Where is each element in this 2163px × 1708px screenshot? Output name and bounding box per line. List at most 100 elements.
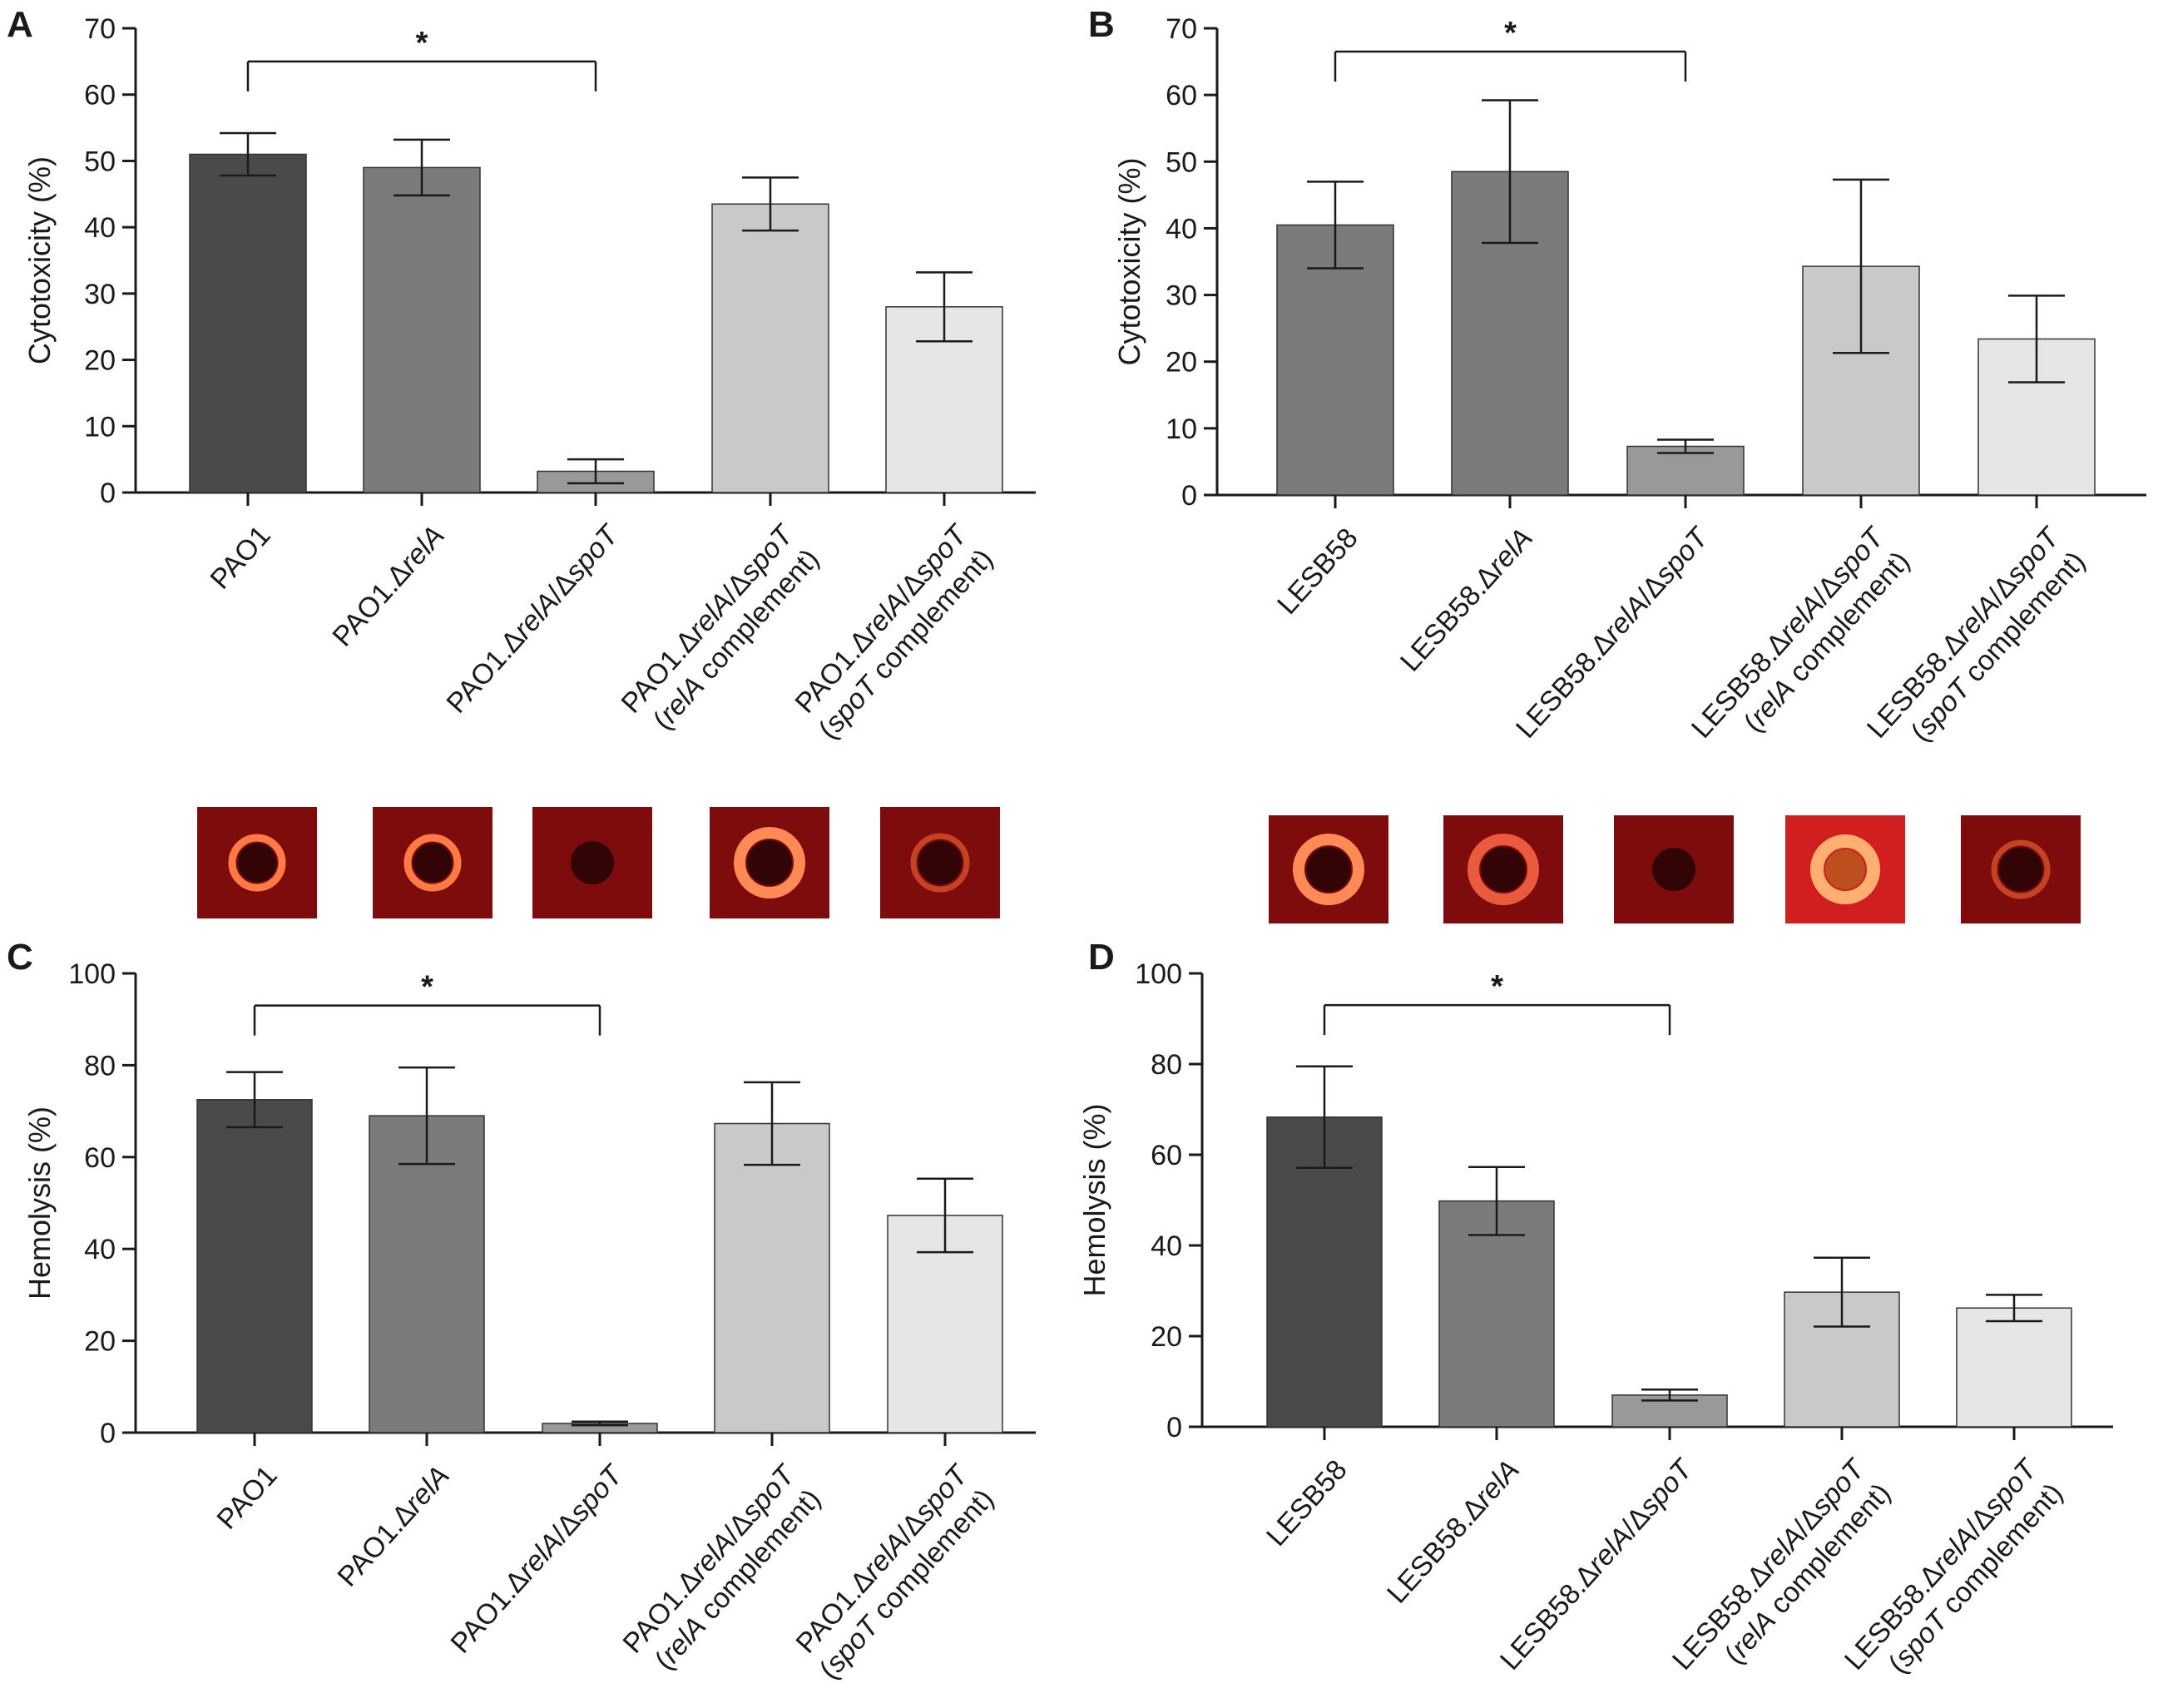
y-tick-label: 20: [1151, 1321, 1182, 1353]
y-tick-label: 40: [1166, 213, 1197, 245]
category-label: LESB58.ΔrelA: [1381, 1454, 1526, 1610]
hemolysis-halo: [910, 833, 970, 893]
y-tick-label: 20: [84, 1326, 116, 1358]
x-tick-label: PAO1.ΔrelA/ΔspoT: [444, 1458, 630, 1660]
y-tick-label: 70: [1166, 13, 1197, 45]
bar: [369, 1115, 485, 1433]
significance-star: *: [1504, 16, 1517, 51]
y-tick-label: 50: [1166, 146, 1197, 178]
category-label: PAO1.ΔrelA/ΔspoT: [444, 1458, 630, 1660]
y-tick-label: 40: [1151, 1230, 1182, 1262]
bar: [1276, 224, 1394, 496]
x-tick-label: PAO1.ΔrelA/ΔspoT(spoT complement): [789, 518, 999, 745]
y-tick-label: 100: [1135, 958, 1182, 990]
y-tick-label: 30: [1166, 280, 1197, 312]
panel-letter: B: [1088, 4, 1115, 45]
significance-star: *: [1491, 969, 1503, 1004]
panel-letter: C: [7, 937, 33, 978]
y-axis-title: Cytotoxicity (%): [1112, 157, 1146, 365]
x-tick-label: PAO1.ΔrelA/ΔspoT: [440, 518, 626, 720]
colony: [1306, 847, 1351, 892]
hemolysis-halo: [1293, 834, 1364, 905]
y-tick-label: 70: [84, 13, 116, 45]
x-tick-label: PAO1.ΔrelA: [327, 520, 451, 653]
category-label: LESB58.ΔrelA: [1394, 522, 1539, 678]
y-tick-label: 40: [84, 1234, 116, 1265]
category-label: LESB58.ΔrelA/ΔspoT: [1685, 521, 1891, 745]
panel-d: D 0 20 40 60 80 100 Hemolysis (%) LESB58 LESB58.Δ…: [1077, 937, 2113, 1680]
bar: [714, 1122, 830, 1433]
x-tick-label: PAO1.ΔrelA/ΔspoT(spoT complement): [789, 1458, 1000, 1686]
bar: [1626, 445, 1745, 496]
hemolysis-halo: [1991, 839, 2051, 899]
y-tick-label: 80: [84, 1050, 116, 1082]
panel-letter: D: [1088, 937, 1115, 978]
bar: [1956, 1307, 2072, 1428]
colony: [1825, 849, 1865, 889]
y-axis-title: Hemolysis (%): [1077, 1103, 1111, 1296]
hemolysis-plates-lesb58: [1269, 815, 2081, 923]
y-tick-label: 20: [84, 345, 116, 377]
colony: [571, 841, 614, 884]
significance-star: *: [421, 970, 433, 1005]
y-axis-title: Hemolysis (%): [22, 1106, 57, 1300]
bar: [196, 1099, 313, 1433]
x-tick-label: PAO1.ΔrelA/ΔspoT(relA complement): [615, 518, 825, 736]
bar: [189, 153, 307, 493]
panel-letter: A: [7, 4, 33, 45]
category-label: PAO1.ΔrelA/ΔspoT: [440, 518, 626, 720]
y-tick-label: 0: [1166, 1412, 1182, 1443]
colony: [1481, 847, 1526, 892]
y-tick-label: 0: [1181, 480, 1197, 512]
x-tick-label: LESB58.ΔrelA: [1394, 522, 1539, 678]
category-label: LESB58.ΔrelA/ΔspoT: [1494, 1453, 1700, 1676]
y-tick-label: 20: [1166, 347, 1197, 379]
colony: [918, 840, 963, 885]
bar: [711, 203, 829, 493]
x-tick-label: LESB58: [1260, 1454, 1354, 1552]
category-label: LESB58.ΔrelA/ΔspoT: [1510, 521, 1715, 745]
y-tick-label: 0: [100, 478, 116, 509]
x-tick-label: PAO1: [205, 520, 277, 596]
y-tick-label: 60: [1166, 80, 1197, 111]
category-label: PAO1.ΔrelA: [327, 520, 451, 653]
colony: [747, 840, 792, 885]
x-tick-label: PAO1: [211, 1460, 284, 1536]
panel-c: C 0 20 40 60 80 100 Hemolysis (%) PAO1 PAO1.ΔrelA…: [7, 937, 1036, 1686]
hemolysis-plates-pao1: [197, 807, 1000, 918]
x-tick-label: LESB58: [1271, 522, 1364, 621]
panel-b: B 0 10 20 30 40 50 60 70 Cytotoxicity (%) LESB58 LE…: [1088, 4, 2146, 748]
panel-a: A 0 10 20 30 40 50 60 70 Cytotoxicity (%) PAO1 PAO1…: [7, 4, 1036, 745]
hemolysis-halo: [734, 827, 805, 899]
bar: [363, 166, 481, 493]
x-tick-label: LESB58.ΔrelA: [1381, 1454, 1526, 1610]
y-tick-label: 50: [84, 146, 116, 177]
y-tick-label: 10: [84, 411, 116, 443]
y-tick-label: 100: [68, 958, 116, 990]
y-tick-label: 10: [1166, 413, 1197, 445]
category-label: PAO1.ΔrelA: [332, 1460, 456, 1593]
hemolysis-halo: [403, 834, 462, 892]
hemolysis-halo: [228, 834, 286, 892]
y-tick-label: 80: [1151, 1049, 1182, 1081]
x-tick-label: LESB58.ΔrelA/ΔspoT: [1494, 1453, 1700, 1676]
y-tick-label: 60: [1151, 1140, 1182, 1171]
hemolysis-halo: [1468, 834, 1539, 905]
y-axis-title: Cytotoxicity (%): [22, 156, 57, 364]
colony: [1998, 847, 2043, 892]
category-label: PAO1: [211, 1460, 284, 1536]
colony: [1652, 848, 1695, 891]
y-tick-label: 40: [84, 212, 116, 244]
hemolysis-halo: [1810, 834, 1880, 904]
x-tick-label: PAO1.ΔrelA: [332, 1460, 456, 1593]
x-tick-label: LESB58.ΔrelA/ΔspoT: [1510, 521, 1715, 745]
category-label: LESB58: [1271, 522, 1364, 621]
y-tick-label: 60: [84, 80, 116, 111]
significance-star: *: [416, 26, 428, 61]
x-tick-label: PAO1.ΔrelA/ΔspoT(relA complement): [616, 1458, 827, 1676]
bar: [1438, 1200, 1555, 1428]
category-label: LESB58: [1260, 1454, 1354, 1552]
colony: [237, 843, 277, 883]
colony: [413, 843, 453, 883]
